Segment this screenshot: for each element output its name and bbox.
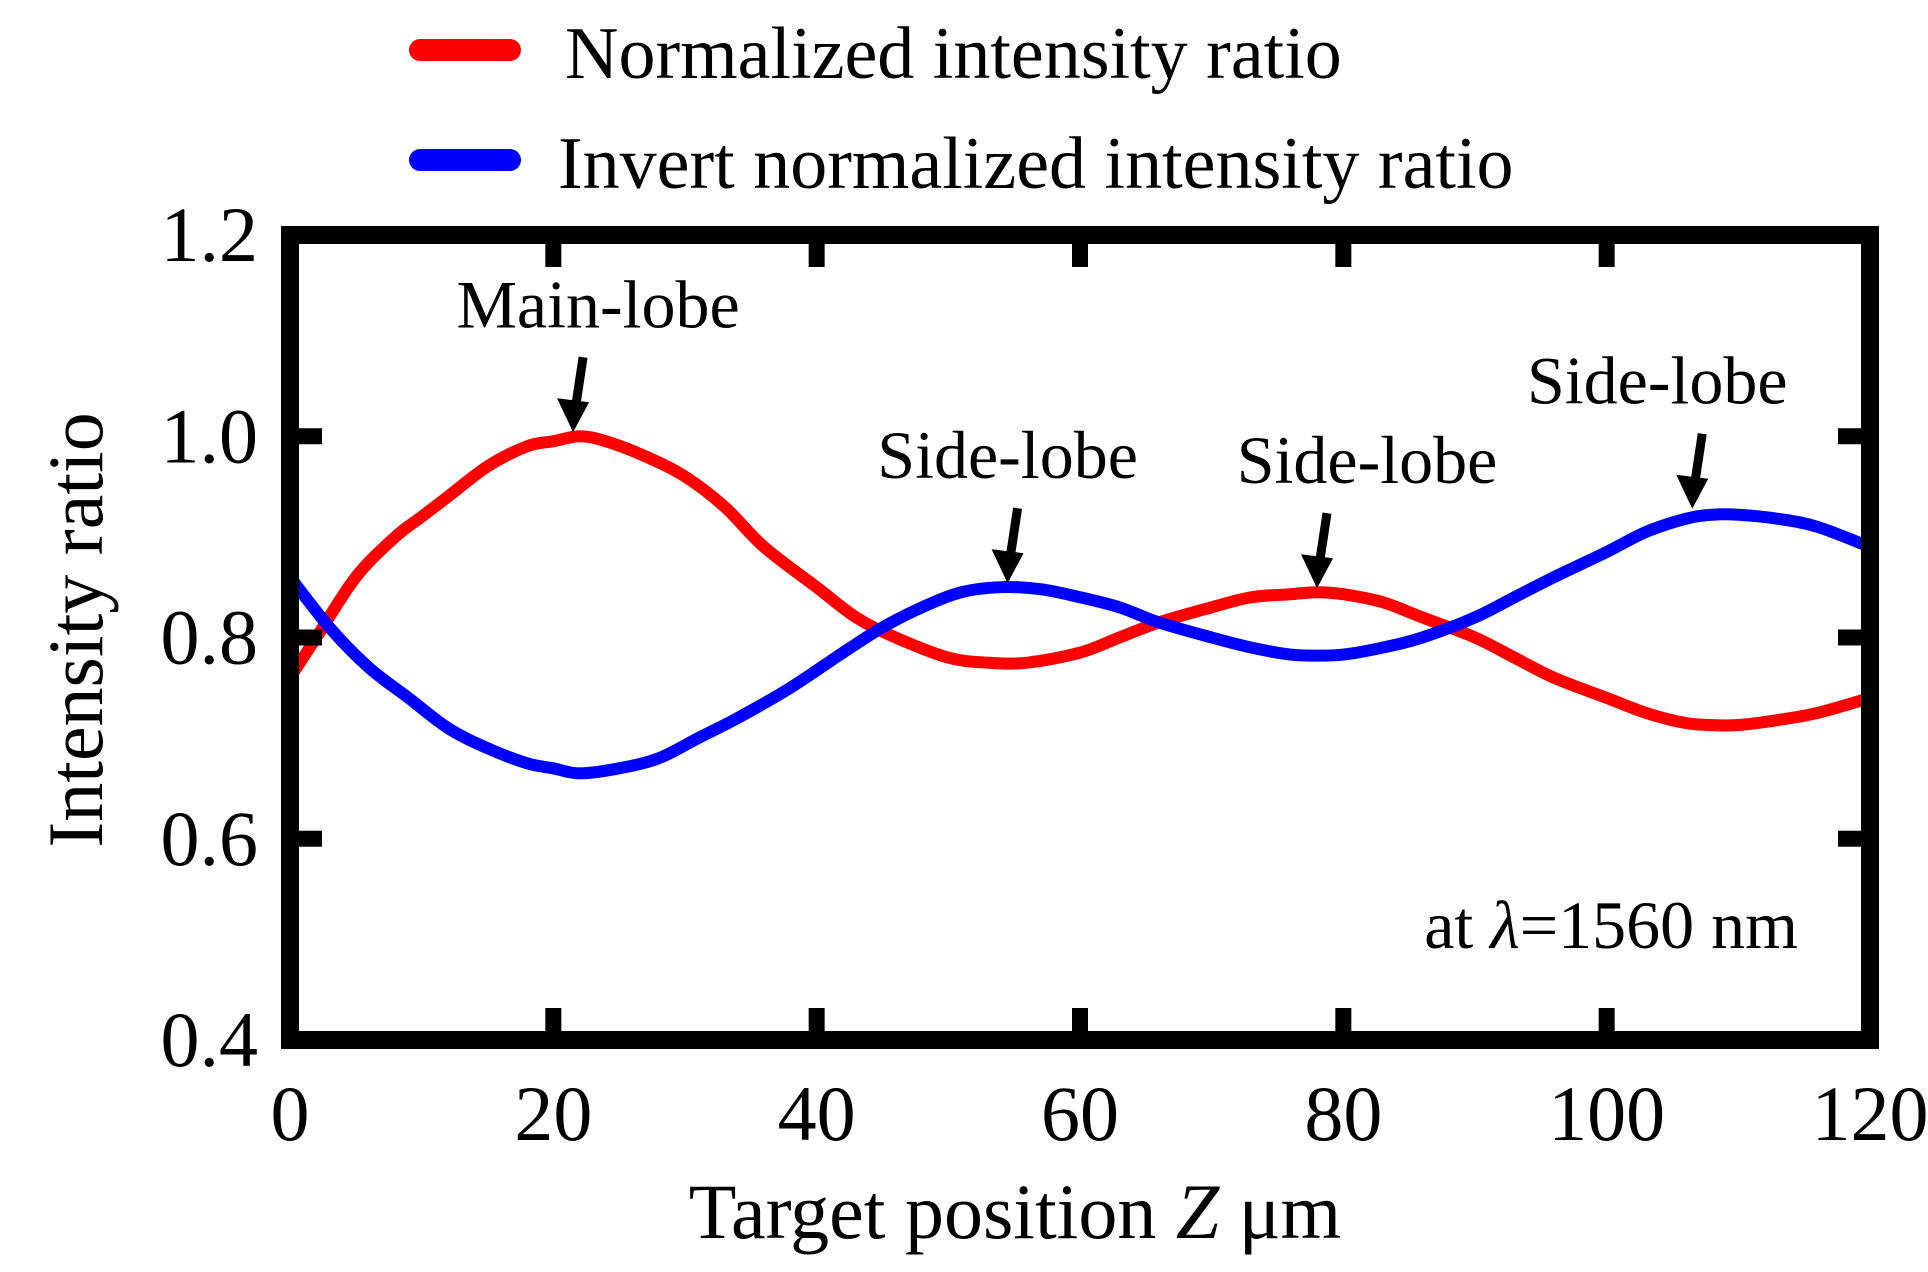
x-tick-label: 0 <box>271 1070 310 1157</box>
legend: Normalized intensity ratio Invert normal… <box>409 13 1514 205</box>
annotation-label: Side-lobe <box>877 417 1138 493</box>
y-tick-label: 0.4 <box>161 996 259 1083</box>
x-axis-title-unit: μm <box>1239 1168 1342 1255</box>
legend-label-invert: Invert normalized intensity ratio <box>558 123 1514 205</box>
tick-layer: 0 20 40 60 80 100 120 0.4 0.6 0.8 1.0 1.2 <box>161 191 1928 1157</box>
x-axis-title: Target position Z μm <box>689 1168 1341 1255</box>
x-tick-label: 100 <box>1548 1070 1665 1157</box>
y-axis-title: Intensity ratio <box>32 412 119 847</box>
x-tick-label: 20 <box>514 1070 592 1157</box>
annotation-label: Side-lobe <box>1527 343 1788 419</box>
series-layer <box>284 430 1873 780</box>
condition-symbol: λ <box>1488 887 1519 963</box>
annotation-arrow-head <box>1301 554 1333 589</box>
legend-label-normalized: Normalized intensity ratio <box>565 13 1342 95</box>
annotation-label: Main-lobe <box>456 266 739 342</box>
y-tick-label: 1.0 <box>161 392 259 479</box>
x-tick-label: 120 <box>1812 1070 1928 1157</box>
series-line-invert <box>285 508 1873 780</box>
x-tick-label: 60 <box>1041 1070 1119 1157</box>
annotation-label: Side-lobe <box>1237 422 1498 498</box>
x-axis-title-text: Target position <box>689 1168 1157 1255</box>
condition-prefix: at <box>1424 887 1490 963</box>
x-axis-title-variable: Z <box>1176 1168 1221 1255</box>
annotation-arrow-head <box>557 398 590 433</box>
annotation-arrow-head <box>1676 474 1709 509</box>
y-tick-label: 0.6 <box>161 795 259 882</box>
x-tick-label: 80 <box>1304 1070 1382 1157</box>
x-tick-label: 40 <box>778 1070 856 1157</box>
series-line-normalized <box>284 430 1872 732</box>
y-tick-label: 0.8 <box>161 594 259 681</box>
condition-label: at λ=1560 nm <box>1424 887 1798 963</box>
y-tick-label: 1.2 <box>161 191 259 278</box>
annotation-arrow-head <box>991 549 1024 584</box>
condition-suffix: =1560 nm <box>1520 887 1798 963</box>
annotation-layer: Main-lobe Side-lobe Side-lobe Side-lobe <box>456 266 1788 589</box>
